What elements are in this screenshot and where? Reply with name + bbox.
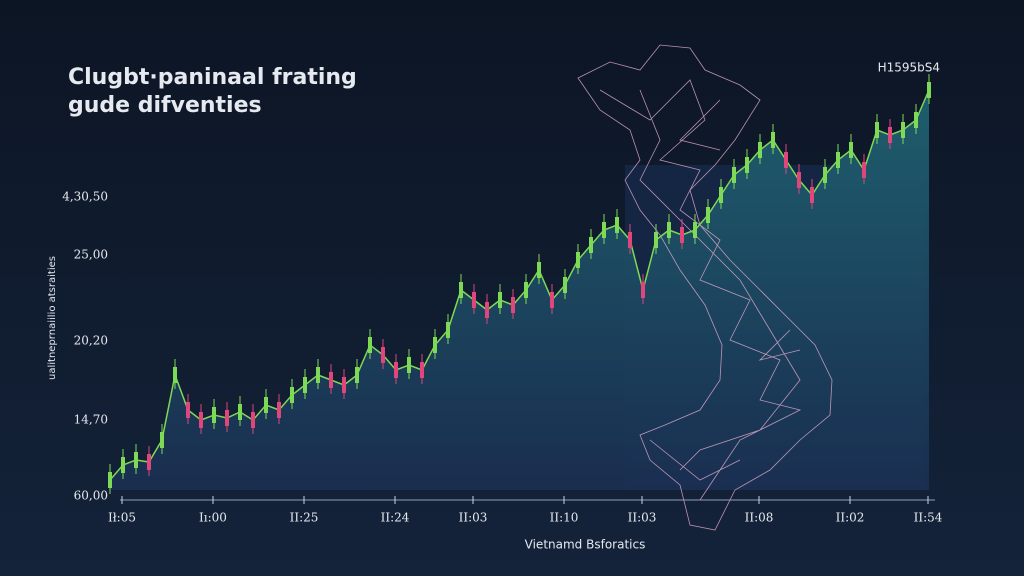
- x-tick-label: Iı:00: [199, 511, 227, 525]
- x-tick-label: II:24: [381, 511, 410, 525]
- vietnam-map: [577, 44, 833, 531]
- chart-title: Clugbt·paninaal frating: [68, 65, 357, 90]
- y-tick-label: 4,30,50: [62, 190, 108, 204]
- y-tick-label: 25,00: [74, 248, 108, 262]
- x-tick-label: II:08: [745, 511, 774, 525]
- x-tick-label: II:25: [290, 511, 319, 525]
- y-tick-label: 20,20: [74, 334, 108, 348]
- x-tick-label: II:03: [628, 511, 657, 525]
- y-tick-label: 60,00: [74, 489, 108, 503]
- x-tick-label: Ił:05: [108, 511, 136, 525]
- x-tick-label: II:10: [550, 511, 579, 525]
- y-axis-label: ualitneprnaiilio atsraities: [47, 256, 58, 380]
- x-axis-label: Vietnamd Bsforatics: [525, 538, 646, 552]
- chart-title: gude difventies: [68, 93, 262, 118]
- y-tick-label: 14,70: [74, 413, 108, 427]
- line: [109, 89, 930, 481]
- x-tick-label: II:02: [836, 511, 865, 525]
- x-tick-label: II:54: [914, 511, 943, 525]
- x-tick-label: II:03: [459, 511, 488, 525]
- corner-label: H1595bS4: [878, 61, 940, 75]
